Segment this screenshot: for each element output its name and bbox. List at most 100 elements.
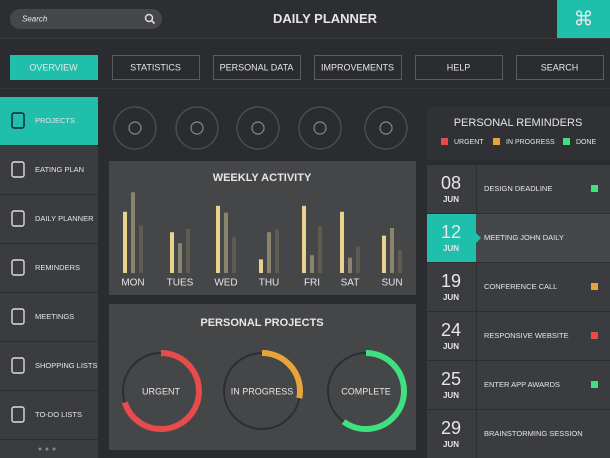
tool-icon (251, 121, 265, 135)
reminder-month: JUN (443, 391, 459, 400)
sidebar-item[interactable] (0, 146, 98, 194)
ring-label: COMPLETE (341, 386, 391, 396)
ring-progress (221, 350, 303, 432)
reminder-row[interactable] (427, 312, 610, 360)
nav-button[interactable] (516, 55, 604, 80)
nav-label: SEARCH (541, 62, 579, 72)
day-label: FRI (304, 278, 320, 289)
search-box[interactable] (10, 9, 162, 29)
reminder-title: MEETING JOHN DAILY (484, 233, 564, 242)
activity-bar (216, 205, 220, 273)
ring-progress (120, 350, 202, 432)
more-dot[interactable] (52, 447, 56, 451)
reminder-row[interactable] (427, 361, 610, 409)
sidebar-item[interactable] (0, 97, 98, 145)
tool-button[interactable] (236, 106, 280, 150)
tool-icon (379, 121, 393, 135)
reminder-month: JUN (443, 244, 459, 253)
reminders-title: PERSONAL REMINDERS (454, 117, 583, 129)
sidebar-icon (11, 308, 25, 325)
search-icon[interactable] (144, 13, 154, 23)
activity-bar (356, 246, 360, 273)
sidebar-item[interactable] (0, 391, 98, 439)
activity-bar (302, 205, 306, 273)
legend-label: DONE (576, 139, 597, 146)
nav-label: OVERVIEW (29, 62, 78, 72)
activity-bar (267, 232, 271, 273)
reminder-row[interactable] (427, 165, 610, 213)
nav-button[interactable] (112, 55, 200, 80)
sidebar-item[interactable] (0, 244, 98, 292)
tool-button[interactable] (364, 106, 408, 150)
tool-icon (128, 121, 142, 135)
nav-button[interactable] (415, 55, 503, 80)
activity-bar (275, 229, 279, 273)
nav-button[interactable] (10, 55, 98, 80)
app-title: DAILY PLANNER (273, 11, 378, 26)
reminder-title: CONFERENCE CALL (484, 282, 557, 291)
activity-bar (318, 226, 322, 273)
tool-button[interactable] (298, 106, 342, 150)
activity-bar (382, 235, 386, 273)
reminder-month: JUN (443, 293, 459, 302)
ring-progress (325, 350, 407, 432)
activity-bar (123, 211, 127, 273)
reminder-title: ENTER APP AWARDS (484, 380, 560, 389)
reminder-day: 24 (441, 320, 461, 340)
reminder-month: JUN (443, 342, 459, 351)
nav-button[interactable] (213, 55, 301, 80)
sidebar-item[interactable] (0, 342, 98, 390)
sidebar-item[interactable] (0, 293, 98, 341)
sidebar-item[interactable] (0, 195, 98, 243)
activity-bar (348, 257, 352, 273)
reminder-day: 25 (441, 369, 461, 389)
activity-bar (232, 237, 236, 273)
sidebar-label: SHOPPING LISTS (35, 361, 98, 370)
reminder-month: JUN (443, 195, 459, 204)
sidebar-icon (11, 406, 25, 423)
ring-label: URGENT (142, 386, 181, 396)
sidebar-label: MEETINGS (35, 312, 74, 321)
more-dot[interactable] (38, 447, 42, 451)
chart-title: PERSONAL PROJECTS (200, 317, 323, 329)
sidebar-label: PROJECTS (35, 116, 75, 125)
menu-button[interactable] (557, 0, 610, 38)
day-label: WED (214, 278, 237, 289)
sidebar-label: TO-DO LISTS (35, 410, 82, 419)
tool-button[interactable] (113, 106, 157, 150)
reminder-month: JUN (443, 440, 459, 449)
reminders-header (427, 107, 610, 160)
more-dot[interactable] (45, 447, 49, 451)
nav-button[interactable] (314, 55, 402, 80)
tool-button[interactable] (175, 106, 219, 150)
sidebar-icon (11, 357, 25, 374)
day-label: SUN (381, 278, 402, 289)
reminder-day: 08 (441, 173, 461, 193)
nav-label: STATISTICS (130, 62, 181, 72)
reminder-row[interactable] (427, 410, 610, 458)
activity-bar (186, 228, 190, 273)
activity-bar (131, 192, 135, 273)
date-arrow (476, 233, 481, 243)
reminder-row[interactable] (427, 263, 610, 311)
nav-label: IMPROVEMENTS (321, 62, 394, 72)
tool-icon (190, 121, 204, 135)
menu-icon: ⌘ (574, 8, 594, 30)
legend-swatch (441, 138, 448, 145)
legend-label: URGENT (454, 139, 484, 146)
day-label: THU (259, 278, 280, 289)
activity-bar (139, 225, 143, 273)
nav-label: PERSONAL DATA (220, 62, 294, 72)
activity-bar (310, 255, 314, 273)
reminder-title: DESIGN DEADLINE (484, 184, 552, 193)
sidebar-icon (11, 210, 25, 227)
sidebar-label: DAILY PLANNER (35, 214, 94, 223)
sidebar-label: REMINDERS (35, 263, 80, 272)
chart-title: WEEKLY ACTIVITY (213, 172, 312, 184)
ring-label: IN PROGRESS (231, 386, 294, 396)
day-label: SAT (341, 278, 360, 289)
status-square (591, 185, 598, 192)
activity-bar (398, 250, 402, 273)
